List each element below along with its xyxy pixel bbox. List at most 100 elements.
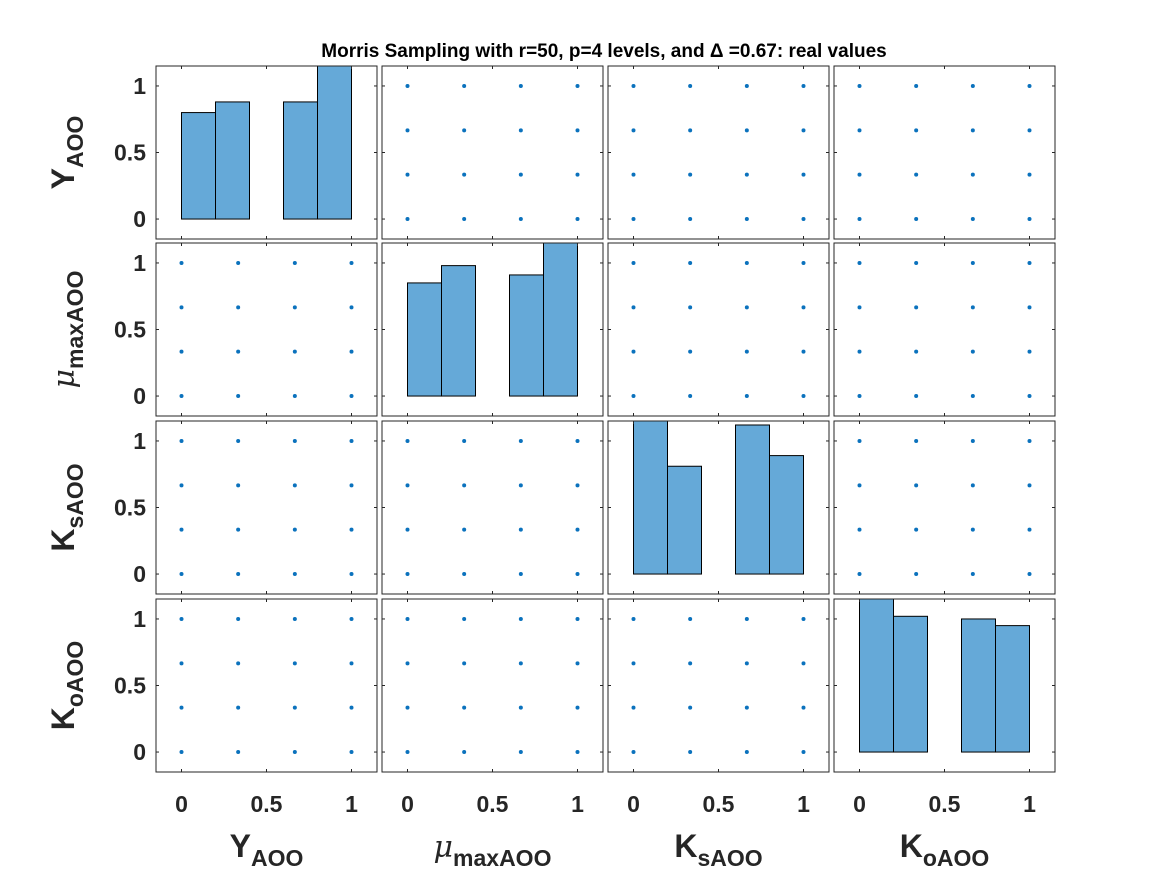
subplot-Y_AOO-vs-K_oAOO xyxy=(833,65,1056,240)
scatter-point xyxy=(462,128,467,133)
scatter-point xyxy=(631,260,636,265)
scatter-point xyxy=(1027,438,1032,443)
subplot-K_sAOO-vs-Y_AOO xyxy=(155,420,378,595)
scatter-point xyxy=(914,438,919,443)
scatter-point xyxy=(349,750,354,755)
scatter-point xyxy=(631,217,636,222)
scatter-point xyxy=(970,483,975,488)
scatter-point xyxy=(970,83,975,88)
histogram-bar xyxy=(441,265,476,397)
scatter-point xyxy=(1027,260,1032,265)
scatter-point xyxy=(631,750,636,755)
scatter-point xyxy=(914,394,919,399)
scatter-point xyxy=(292,750,297,755)
histogram-bar xyxy=(667,465,702,575)
scatter-point xyxy=(744,172,749,177)
chart-title: Morris Sampling with r=50, p=4 levels, a… xyxy=(321,41,886,62)
scatter-point xyxy=(292,527,297,532)
y-tick-label: 1 xyxy=(133,73,146,99)
subplot-K_oAOO-vs-mu_maxAOO xyxy=(381,598,604,773)
scatter-point xyxy=(236,661,241,666)
scatter-point xyxy=(292,705,297,710)
scatter-point xyxy=(405,172,410,177)
scatter-point xyxy=(631,305,636,310)
scatter-point xyxy=(236,705,241,710)
scatter-point xyxy=(857,527,862,532)
scatter-point xyxy=(1027,483,1032,488)
scatter-point xyxy=(236,394,241,399)
scatter-point xyxy=(292,483,297,488)
scatter-point xyxy=(292,572,297,577)
scatter-point xyxy=(857,438,862,443)
scatter-point xyxy=(744,616,749,621)
scatter-point xyxy=(236,260,241,265)
histogram-bar xyxy=(995,625,1030,753)
subplot-mu_maxAOO-vs-K_oAOO xyxy=(833,242,1056,417)
histogram-bar xyxy=(283,101,318,220)
y-axis-label-mu_maxAOO: μmaxAOO xyxy=(47,271,88,389)
y-tick-label: 0 xyxy=(133,206,146,232)
histogram-bar xyxy=(859,598,894,753)
scatter-point xyxy=(462,527,467,532)
scatter-point xyxy=(801,83,806,88)
scatter-point xyxy=(405,83,410,88)
subplot-mu_maxAOO-vs-K_sAOO xyxy=(607,242,830,417)
scatter-point xyxy=(236,305,241,310)
scatter-point xyxy=(744,394,749,399)
scatter-point xyxy=(236,527,241,532)
scatter-point xyxy=(462,750,467,755)
y-tick-label: 0 xyxy=(133,739,146,765)
histogram-bar xyxy=(893,615,928,753)
scatter-point xyxy=(236,750,241,755)
x-axis-label-K_oAOO: KoAOO xyxy=(900,828,990,871)
scatter-point xyxy=(236,572,241,577)
scatter-point xyxy=(631,172,636,177)
scatter-point xyxy=(518,616,523,621)
scatter-point xyxy=(857,172,862,177)
subplot-Y_AOO-vs-K_sAOO xyxy=(607,65,830,240)
y-tick-label: 0.5 xyxy=(114,140,146,166)
x-tick-label: 0 xyxy=(853,791,866,817)
scatter-point xyxy=(575,438,580,443)
x-tick-label: 1 xyxy=(797,791,810,817)
scatter-point xyxy=(349,527,354,532)
scatter-point xyxy=(801,661,806,666)
scatter-point xyxy=(1027,172,1032,177)
scatter-point xyxy=(575,83,580,88)
subplot-K_oAOO-vs-Y_AOO xyxy=(155,598,378,773)
scatter-point xyxy=(631,661,636,666)
y-tick-label: 1 xyxy=(133,428,146,454)
scatter-point xyxy=(970,172,975,177)
scatter-point xyxy=(914,305,919,310)
histogram-bar xyxy=(181,112,216,220)
scatter-point xyxy=(970,572,975,577)
subplot-K_sAOO-vs-K_oAOO xyxy=(833,420,1056,595)
scatter-point xyxy=(405,572,410,577)
scatter-point xyxy=(914,483,919,488)
histogram-bar xyxy=(317,65,352,220)
scatter-point xyxy=(575,128,580,133)
subplot-frame xyxy=(607,598,830,773)
scatter-point xyxy=(801,750,806,755)
histogram-bar xyxy=(509,274,544,397)
scatter-point xyxy=(801,349,806,354)
scatter-point xyxy=(462,572,467,577)
scatter-point xyxy=(575,616,580,621)
scatter-point xyxy=(914,217,919,222)
scatter-point xyxy=(575,705,580,710)
scatter-point xyxy=(914,128,919,133)
scatter-point xyxy=(405,483,410,488)
subplot-K_sAOO-vs-K_sAOO xyxy=(607,420,830,595)
scatter-point xyxy=(575,217,580,222)
scatter-point xyxy=(518,128,523,133)
subplot-frame xyxy=(833,242,1056,417)
scatter-point xyxy=(179,705,184,710)
scatter-point xyxy=(575,527,580,532)
scatter-point xyxy=(1027,128,1032,133)
x-tick-label: 0.5 xyxy=(251,791,283,817)
scatter-point xyxy=(292,260,297,265)
scatter-point xyxy=(744,260,749,265)
scatter-point xyxy=(179,616,184,621)
scatter-point xyxy=(518,661,523,666)
